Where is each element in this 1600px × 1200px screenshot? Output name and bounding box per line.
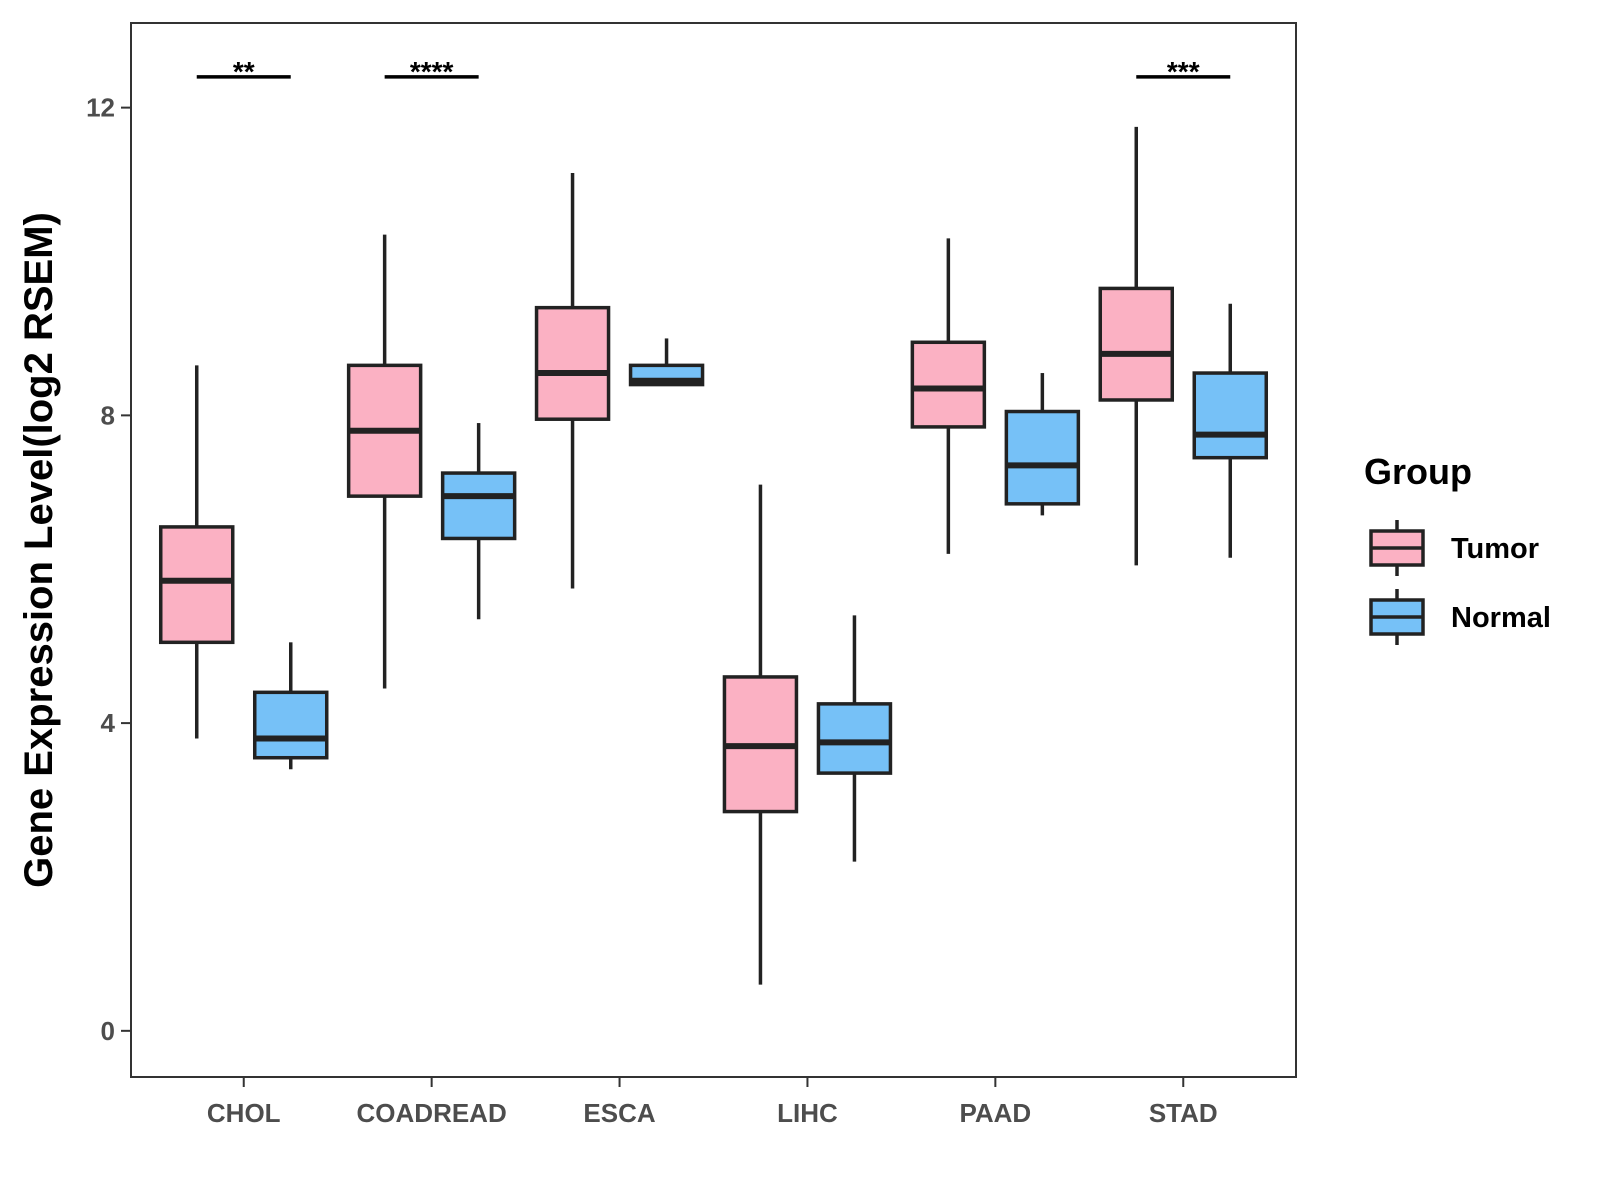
legend-item-normal: Normal [1369,589,1551,645]
x-tick-label-coadread: COADREAD [357,1098,507,1128]
legend: Group Tumor Normal [1364,451,1551,645]
box-body [910,340,987,429]
significance-label: ** [233,56,255,87]
box-tumor-lihc [722,484,799,985]
box-normal-paad [1004,373,1081,516]
y-tick-label: 8 [101,400,115,430]
significance-chol: ** [196,56,291,87]
box-body [1098,286,1175,402]
axes: 0 4 8 12 CHOL COADREAD ESCA LIHC PAAD STAD [86,93,1218,1128]
box-body [252,690,329,760]
significance-stad: *** [1136,56,1231,87]
box-tumor-stad [1098,126,1175,566]
legend-label-normal: Normal [1451,602,1551,634]
box-tumor-paad [910,238,987,554]
box-body [816,702,893,775]
plot-panel-border [130,22,1297,1078]
x-tick-label-paad: PAAD [959,1098,1031,1128]
significance-coadread: **** [384,56,479,87]
significance-label: **** [410,56,454,87]
y-tick-label: 0 [101,1016,115,1046]
y-tick-label: 12 [86,93,115,123]
box-body [1192,371,1269,460]
box-body [440,471,517,541]
x-tick-label-stad: STAD [1149,1098,1218,1128]
box-body [534,305,611,421]
box-normal-esca [628,338,705,387]
box-tumor-esca [534,173,611,589]
x-tick-label-chol: CHOL [207,1098,281,1128]
x-tick-label-lihc: LIHC [777,1098,838,1128]
box-normal-coadread [440,423,517,620]
box-body [1004,409,1081,506]
box-tumor-coadread [346,234,423,689]
box-body [158,525,235,645]
box-normal-stad [1192,303,1269,558]
legend-label-tumor: Tumor [1451,533,1539,565]
y-axis-label: Gene Expression Level(log2 RSEM) [17,212,61,888]
box-tumor-chol [158,365,235,739]
y-tick-label: 4 [101,708,116,738]
box-normal-lihc [816,615,893,862]
x-tick-label-esca: ESCA [583,1098,655,1128]
significance-label: *** [1167,56,1200,87]
legend-title: Group [1364,451,1472,492]
legend-item-tumor: Tumor [1369,520,1539,576]
box-normal-chol [252,642,329,770]
